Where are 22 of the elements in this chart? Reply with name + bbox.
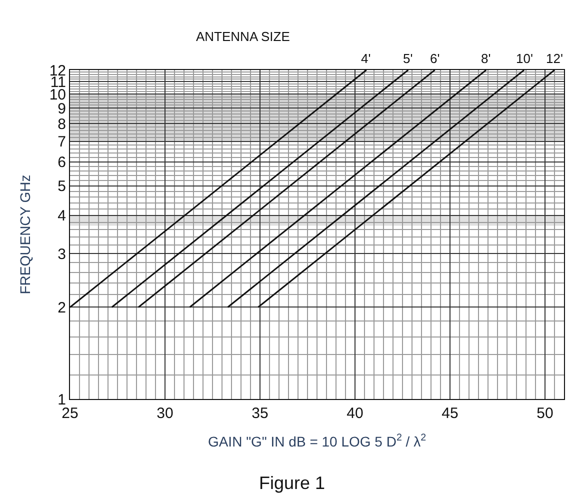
x-tick-label: 40 <box>346 405 364 422</box>
y-tick-label: 6 <box>58 154 66 172</box>
x-tick-label: 50 <box>536 405 554 422</box>
series-label: 6' <box>430 51 440 66</box>
series-label: 5' <box>403 51 413 66</box>
x-tick-label: 30 <box>156 405 174 422</box>
text: ANTENNA SIZE <box>196 29 290 44</box>
y-axis-title: FREQUENCY GHz <box>16 174 33 294</box>
y-tick-label: 3 <box>58 246 66 263</box>
series-label: 4' <box>361 51 371 66</box>
y-tick-label: 7 <box>58 134 66 151</box>
y-tick-label: 8 <box>58 116 66 133</box>
series-label: 10' <box>516 51 533 66</box>
series-label: 8' <box>481 51 491 66</box>
x-tick-label: 35 <box>252 405 268 422</box>
text: Figure 1 <box>258 473 326 494</box>
x-axis-title: GAIN "G" IN dB = 10 LOG 5 D$^{2}$ / λ$^{2}$ <box>208 432 426 450</box>
series-label: 12' <box>546 51 563 66</box>
y-tick-label: 4 <box>58 208 66 225</box>
x-tick-label: 45 <box>442 405 458 422</box>
y-tick-label: 2 <box>58 299 66 316</box>
y-tick-label: 5 <box>58 178 66 196</box>
